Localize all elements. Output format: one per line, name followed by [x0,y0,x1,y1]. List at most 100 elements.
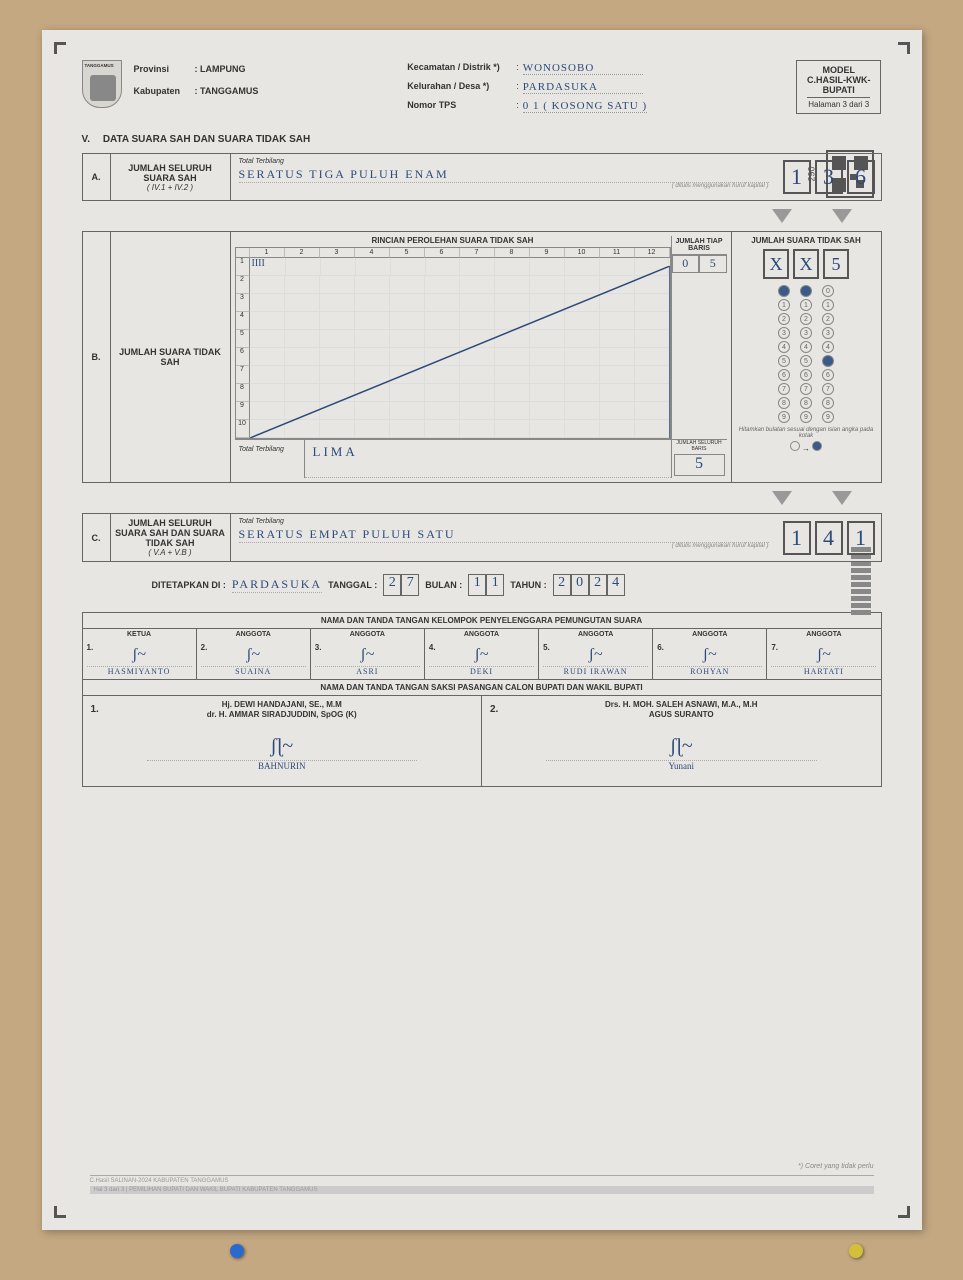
bubble-option: 3 [778,327,790,339]
committee-signature: ANGGOTA3.ʃ~ASRI [311,629,425,679]
panel-a-label: JUMLAH SELURUH SUARA SAH ( IV.1 + IV.2 ) [111,154,231,200]
date-digit: 2 [383,574,401,596]
digits-a: 1 3 6 [777,154,881,200]
date-digit: 2 [589,574,607,596]
bubble-option: 7 [778,383,790,395]
arrow-down-icon [832,491,852,505]
model-type: BUPATI [807,85,871,95]
digit-box: 1 [847,521,875,555]
header: Provinsi: LAMPUNG Kabupaten: TANGGAMUS K… [82,60,882,114]
sig-title-1: NAMA DAN TANDA TANGAN KELOMPOK PENYELENG… [83,613,881,629]
bubble-option: 7 [822,383,834,395]
bubble-option: 1 [800,299,812,311]
terbilang-label: Total Terbilang [239,158,769,165]
pushpin-icon [849,1244,863,1258]
bubble-option: 9 [778,411,790,423]
panel-b: B. JUMLAH SUARA TIDAK SAH RINCIAN PEROLE… [82,231,882,483]
date-digit: 1 [486,574,504,596]
sum-box: JUMLAH SELURUH BARIS 5 [671,440,727,478]
arrow-row [82,491,852,507]
model-code: C.HASIL-KWK- [807,75,871,85]
crop-mark [54,1206,66,1218]
date-digit: 0 [571,574,589,596]
nomor-tps-value: 0 1 ( KOSONG SATU ) [523,100,647,113]
terbilang-note: ( ditulis menggunakan huruf kapital ) [239,543,769,549]
bubble-option: 7 [800,383,812,395]
bubble-option: 5 [800,355,812,367]
terbilang-value-c: SERATUS EMPAT PULUH SATU [239,527,769,543]
arrow-down-icon [772,491,792,505]
terbilang-note: ( ditulis menggunakan huruf kapital ) [239,183,769,189]
bubble-option [778,285,790,297]
panel-c: C. JUMLAH SELURUH SUARA SAH DAN SUARA TI… [82,513,882,562]
digit-box: 3 [815,160,843,194]
crop-mark [898,1206,910,1218]
panel-b-index: B. [83,232,111,482]
panel-a: A. JUMLAH SELURUH SUARA SAH ( IV.1 + IV.… [82,153,882,201]
bubble-option: 8 [800,397,812,409]
committee-signature: ANGGOTA2.ʃ~SUAINA [197,629,311,679]
date-digit: 4 [607,574,625,596]
bubble-option: 6 [800,369,812,381]
digit-box: X [763,249,789,279]
bubble-option: 5 [822,355,834,367]
bubble-option: 9 [800,411,812,423]
bubble-option: 3 [822,327,834,339]
terbilang-label: Total Terbilang [235,440,305,478]
panel-c-label: JUMLAH SELURUH SUARA SAH DAN SUARA TIDAK… [111,514,231,561]
bubble-option: 0 [822,285,834,297]
panel-c-index: C. [83,514,111,561]
witness-signature: 2.Drs. H. MOH. SALEH ASNAWI, M.A., M.HAG… [482,696,881,786]
committee-signature: ANGGOTA4.ʃ~DEKI [425,629,539,679]
section-v-title: V. DATA SUARA SAH DAN SUARA TIDAK SAH [82,134,882,145]
tally-grid: 123456789101112 1IIII2345678910 [235,247,671,439]
model-label: MODEL [807,65,871,75]
digit-box: X [793,249,819,279]
arrow-row [82,209,852,225]
committee-signature: ANGGOTA6.ʃ~ROHYAN [653,629,767,679]
bulan-label: BULAN : [425,580,462,590]
bubble-option: 2 [800,313,812,325]
bubble-option: 6 [778,369,790,381]
bubble-option: 8 [778,397,790,409]
panel-b-label: JUMLAH SUARA TIDAK SAH [111,232,231,482]
kecamatan-value: WONOSOBO [523,62,643,75]
crop-mark [898,42,910,54]
provinsi-label: Provinsi [134,64,189,74]
terbilang-value-a: SERATUS TIGA PULUH ENAM [239,167,769,183]
digits-c: 1 4 1 [777,514,881,561]
arrow-down-icon [772,209,792,223]
place-value: PARDASUKA [232,577,322,593]
row-total-digit: 5 [699,255,727,273]
bubble-option: 4 [822,341,834,353]
digit-box: 1 [783,521,811,555]
committee-signature: KETUA1.ʃ~HASMIYANTO [83,629,197,679]
bubble-option: 5 [778,355,790,367]
panel-a-index: A. [83,154,111,200]
section-text: DATA SUARA SAH DAN SUARA TIDAK SAH [103,134,310,145]
signature-section: NAMA DAN TANDA TANGAN KELOMPOK PENYELENG… [82,612,882,787]
bubble-grid: 1234567891234567890123456789 [736,285,877,423]
bubble-option: 1 [778,299,790,311]
footer: C.Hasil SALINAN-2024 KABUPATEN TANGGAMUS… [90,1175,874,1194]
bubble-option: 8 [822,397,834,409]
tanggal-label: TANGGAL : [328,580,377,590]
footnote: *) Coret yang tidak perlu [798,1163,873,1170]
arrow-down-icon [832,209,852,223]
page-indicator: Halaman 3 dari 3 [807,97,871,109]
bubble-option [800,285,812,297]
date-digit: 7 [401,574,419,596]
digit-box: 1 [783,160,811,194]
digit-box: 6 [847,160,875,194]
terbilang-label: Total Terbilang [239,518,769,525]
bubble-option: 3 [800,327,812,339]
section-roman: V. [82,134,91,145]
model-box: MODEL C.HASIL-KWK- BUPATI Halaman 3 dari… [796,60,882,114]
committee-signature: ANGGOTA5.ʃ~RUDI IRAWAN [539,629,653,679]
nomor-tps-label: Nomor TPS [407,100,512,113]
bubble-option: 9 [822,411,834,423]
kelurahan-value: PARDASUKA [523,81,643,94]
bubble-legend: → [736,441,877,453]
digit-box: 5 [823,249,849,279]
row-total-digit: 0 [672,255,700,273]
